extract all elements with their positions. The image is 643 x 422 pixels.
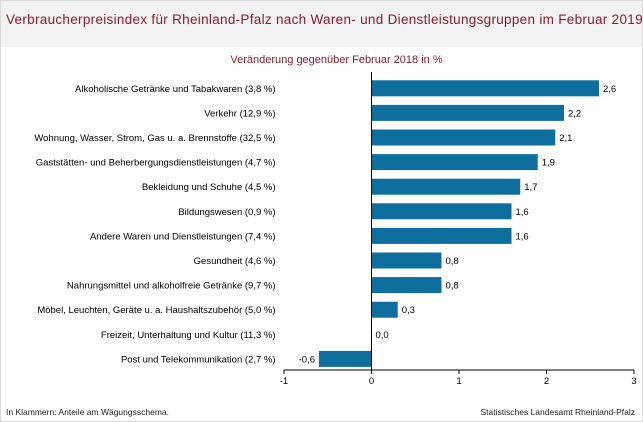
category-label: Post und Telekommunikation (2,7 %): [121, 354, 276, 365]
data-label: 2,2: [568, 108, 581, 119]
x-tick-label: 2: [544, 376, 549, 387]
bar: [371, 277, 442, 294]
data-label: 0,0: [376, 330, 389, 341]
bar: [371, 227, 512, 244]
bar: [371, 104, 564, 121]
data-label: 1,9: [542, 158, 555, 169]
footnote: In Klammern: Anteile am Wägungsschema.: [6, 407, 169, 417]
x-tick-label: 3: [631, 376, 636, 387]
category-label: Bekleidung und Schuhe (4,5 %): [142, 182, 276, 193]
bar: [371, 178, 521, 195]
category-label: Gaststätten- und Beherbergungsdienstleis…: [36, 158, 276, 169]
data-label: -0,6: [299, 354, 315, 365]
x-tick-label: -1: [280, 376, 288, 387]
bar: [371, 129, 556, 146]
category-label: Wohnung, Wasser, Strom, Gas u. a. Brenns…: [34, 133, 275, 144]
x-tick-label: 0: [369, 376, 374, 387]
chart-subtitle: Veränderung gegenüber Februar 2018 in %: [230, 54, 443, 66]
data-label: 1,7: [524, 182, 537, 193]
data-label: 0,8: [446, 256, 459, 267]
bar: [371, 252, 442, 269]
bar: [371, 203, 512, 220]
bar: [319, 350, 372, 367]
category-label: Nahrungsmittel und alkoholfreie Getränke…: [67, 281, 276, 292]
category-label: Freizeit, Unterhaltung und Kultur (11,3 …: [101, 330, 276, 341]
bar: [371, 154, 538, 171]
category-label: Verkehr (12,9 %): [204, 108, 275, 119]
data-label: 1,6: [516, 207, 529, 218]
data-label: 0,3: [402, 305, 415, 316]
x-tick-label: 1: [456, 376, 461, 387]
chart-title: Verbraucherpreisindex für Rheinland-Pfal…: [6, 12, 643, 27]
data-label: 0,8: [446, 281, 459, 292]
data-label: 2,1: [559, 133, 572, 144]
category-label: Gesundheit (4,6 %): [194, 256, 276, 267]
category-label: Möbel, Leuchten, Geräte u. a. Haushaltsz…: [37, 305, 275, 316]
title-band: [1, 1, 642, 47]
data-label: 2,6: [603, 84, 616, 95]
category-label: Bildungswesen (0,9 %): [178, 207, 275, 218]
category-label: Andere Waren und Dienstleistungen (7,4 %…: [90, 231, 276, 242]
category-label: Alkoholische Getränke und Tabakwaren (3,…: [75, 84, 276, 95]
data-label: 1,6: [516, 231, 529, 242]
bar: [371, 80, 599, 97]
source-note: Statistisches Landesamt Rheinland-Pfalz: [480, 407, 636, 417]
bar: [371, 301, 398, 318]
